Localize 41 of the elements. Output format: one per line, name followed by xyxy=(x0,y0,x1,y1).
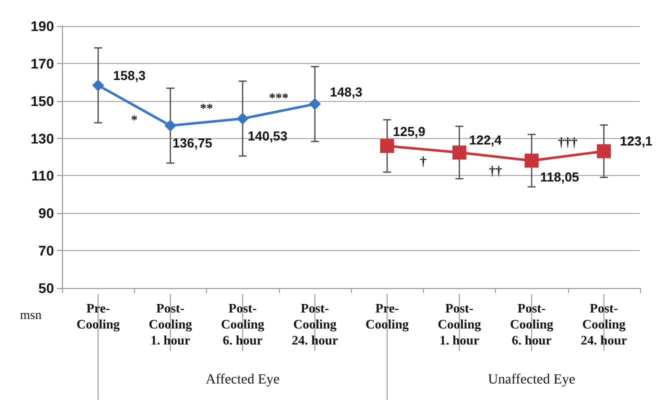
annotation: †† xyxy=(489,163,502,178)
y-tick-label: 130 xyxy=(30,130,54,146)
y-tick-label: 70 xyxy=(38,242,54,259)
annotation: * xyxy=(131,112,138,127)
data-label: 123,1 xyxy=(620,134,652,149)
data-label: 136,75 xyxy=(172,136,212,151)
y-tick-label: 190 xyxy=(30,18,54,34)
x-tick-label: Post-Cooling 24. hour xyxy=(292,300,338,348)
point xyxy=(92,79,104,92)
x-tick-label: Post-Cooling 6. hour xyxy=(220,300,265,348)
annotation: ** xyxy=(200,100,213,116)
point xyxy=(164,120,176,132)
y-tick-label: 150 xyxy=(30,92,54,109)
data-label: 148,3 xyxy=(330,84,362,100)
data-label: 140,53 xyxy=(248,128,288,144)
point xyxy=(596,144,611,158)
y-tick-label: 90 xyxy=(38,205,54,222)
x-tick-label: Post-Cooling 6. hour xyxy=(510,300,554,348)
data-label: 158,3 xyxy=(113,68,146,83)
data-label: 122,4 xyxy=(469,132,502,148)
y-tick-label: 170 xyxy=(30,55,54,72)
x-tick-label: Post-Cooling 1. hour xyxy=(148,300,193,348)
y-tick-label: 110 xyxy=(31,168,54,184)
data-label: 125,9 xyxy=(392,124,426,139)
annotation: † xyxy=(420,154,427,169)
annotation: ††† xyxy=(558,134,578,150)
y-tick-label: 50 xyxy=(38,280,54,296)
x-tick-label: Post-Cooling 24. hour xyxy=(580,300,628,348)
text: Affected Eye xyxy=(206,372,280,388)
x-tick-label: Post-Cooling 1. hour xyxy=(438,300,482,348)
y-axis-title: msn xyxy=(20,307,42,322)
point xyxy=(452,146,466,160)
point xyxy=(524,154,539,168)
text: Unaffected Eye xyxy=(488,372,576,388)
data-label: 118,05 xyxy=(540,170,580,185)
point xyxy=(308,98,321,110)
annotation: *** xyxy=(269,90,288,105)
x-tick-label: Pre-Cooling xyxy=(365,300,410,332)
point xyxy=(380,138,394,153)
x-tick-label: Pre-Cooling xyxy=(76,300,120,332)
point xyxy=(236,112,249,125)
